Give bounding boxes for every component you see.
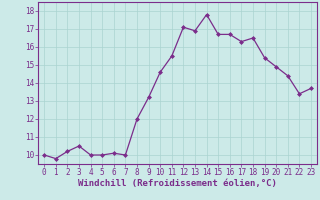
X-axis label: Windchill (Refroidissement éolien,°C): Windchill (Refroidissement éolien,°C) (78, 179, 277, 188)
